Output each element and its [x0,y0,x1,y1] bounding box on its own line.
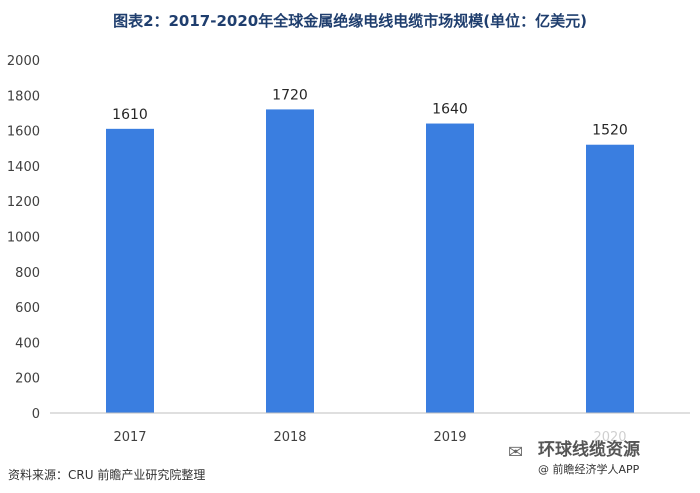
x-tick-label: 2017 [113,430,146,445]
x-tick-label: 2018 [273,430,306,445]
watermark-name: 环球线缆资源 [538,440,640,460]
wechat-icon: ✉ [508,442,524,463]
data-label-2017: 1610 [112,107,148,123]
y-tick-label: 1400 [7,160,40,175]
data-label-2019: 1640 [432,102,468,118]
y-tick-label: 400 [15,336,40,351]
y-tick-label: 1200 [7,195,40,210]
data-label-2018: 1720 [272,87,308,103]
y-tick-label: 1800 [7,89,40,104]
watermark-sub: @ 前瞻经济学人APP [538,463,640,476]
chart-title: 图表2：2017-2020年全球金属绝缘电线电缆市场规模(单位：亿美元) [113,12,587,30]
data-label-2020: 1520 [592,123,628,139]
bar-2018 [266,109,314,414]
source-note: 资料来源：CRU 前瞻产业研究院整理 [8,468,206,482]
y-tick-label: 800 [15,266,40,281]
bar-2017 [106,128,154,413]
y-tick-label: 1600 [7,125,40,140]
bar-2019 [426,123,474,413]
y-tick-label: 2000 [7,54,40,69]
watermark: ✉ 环球线缆资源 @ 前瞻经济学人APP [502,429,692,485]
bar-2020 [586,144,634,413]
y-axis: 0 200 400 600 800 1000 1200 1400 1600 1800 2000 [7,54,40,422]
x-tick-label: 2019 [433,430,466,445]
y-tick-label: 0 [32,407,40,422]
y-tick-label: 600 [15,301,40,316]
bars [106,109,634,414]
y-tick-label: 200 [15,372,40,387]
data-labels: 1610 1720 1640 1520 [112,87,628,138]
y-tick-label: 1000 [7,231,40,246]
